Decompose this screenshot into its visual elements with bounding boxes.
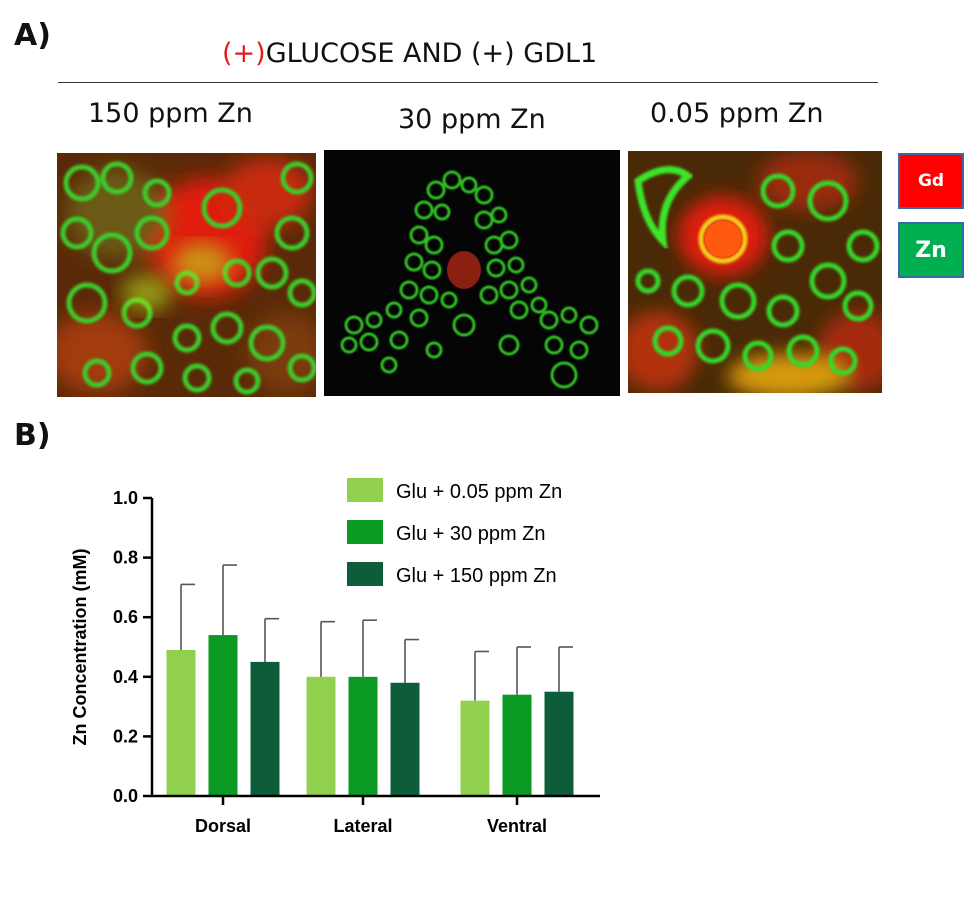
x-tick-group: Dorsal Lateral Ventral — [195, 796, 547, 836]
bar-chart: 0.00.20.40.60.81.0 Dorsal Lateral Ventral … — [70, 478, 600, 836]
bar — [348, 676, 378, 796]
image-label-150ppm: 150 ppm Zn — [88, 98, 253, 129]
bar — [544, 691, 574, 796]
bar — [306, 676, 336, 796]
header-prefix: (+) — [222, 38, 266, 69]
bar — [208, 635, 238, 796]
y-tick-label: 0.0 — [113, 786, 138, 806]
y-tick-label: 0.6 — [113, 607, 138, 627]
legend-swatch — [347, 562, 383, 586]
series-legend: Glu + 0.05 ppm Zn Glu + 30 ppm Zn Glu + 15… — [347, 478, 562, 587]
bar — [460, 700, 490, 796]
legend-swatch — [347, 520, 383, 544]
image-label-005ppm: 0.05 ppm Zn — [650, 98, 824, 129]
header-text: GLUCOSE AND (+) GDL1 — [265, 38, 598, 69]
micrograph-005ppm — [628, 151, 882, 393]
image-label-30ppm: 30 ppm Zn — [398, 104, 546, 135]
panel-b-label: B) — [14, 418, 51, 453]
micrograph-30ppm — [324, 150, 620, 396]
micrograph-150ppm — [57, 153, 316, 397]
figure-header: (+)GLUCOSE AND (+) GDL1 — [222, 38, 597, 69]
y-tick-label: 1.0 — [113, 488, 138, 508]
y-axis-label: Zn Concentration (mM) — [70, 549, 90, 746]
panel-a-label: A) — [14, 18, 51, 53]
bar — [166, 649, 196, 796]
error-bar-group — [180, 564, 573, 701]
y-tick-label: 0.8 — [113, 548, 138, 568]
x-tick-label: Lateral — [333, 816, 392, 836]
channel-legend-zn-label: Zn — [915, 237, 947, 263]
legend-swatch — [347, 478, 383, 502]
x-tick-label: Dorsal — [195, 816, 251, 836]
y-tick-label: 0.4 — [113, 667, 138, 687]
header-rule — [58, 82, 878, 83]
channel-legend-gd: Gd — [898, 153, 964, 209]
bar — [502, 694, 532, 796]
legend-label: Glu + 150 ppm Zn — [396, 565, 557, 587]
y-tick-label: 0.2 — [113, 726, 138, 746]
y-tick-group: 0.0 0.2 0.4 0.6 0.8 1.0 — [113, 488, 152, 806]
legend-label: Glu + 30 ppm Zn — [396, 523, 546, 545]
x-tick-label: Ventral — [487, 816, 547, 836]
legend-label: Glu + 0.05 ppm Zn — [396, 481, 562, 503]
channel-legend-zn: Zn — [898, 222, 964, 278]
bar-group — [166, 635, 574, 796]
bar — [390, 682, 420, 796]
channel-legend-gd-label: Gd — [917, 171, 945, 191]
bar — [250, 661, 280, 796]
